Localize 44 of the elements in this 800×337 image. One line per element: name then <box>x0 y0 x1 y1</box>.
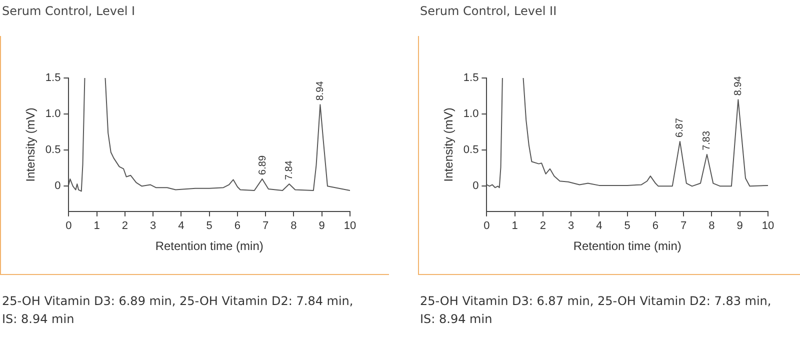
x-tick-label: 4 <box>178 220 184 232</box>
x-tick-label: 8 <box>290 220 297 232</box>
y-tick-label: 0.5 <box>463 144 479 156</box>
y-tick-label: 0.5 <box>45 144 61 156</box>
y-tick-label: 0 <box>472 180 479 192</box>
x-tick-label: 2 <box>122 220 128 232</box>
chart-title: Serum Control, Level I <box>2 4 136 18</box>
annotation: 7.84 <box>284 160 295 180</box>
annotation: 6.87 <box>674 118 686 138</box>
x-tick-label: 10 <box>762 220 774 232</box>
x-tick-label: 10 <box>344 220 356 232</box>
x-tick-label: 5 <box>624 220 630 232</box>
x-tick-label: 0 <box>66 220 72 232</box>
annotation: 7.83 <box>702 130 713 150</box>
x-tick-label: 7 <box>680 220 687 232</box>
x-tick-label: 0 <box>484 220 490 232</box>
x-tick-label: 1 <box>512 220 518 232</box>
x-tick-label: 1 <box>94 220 100 232</box>
y-tick-label: 1.5 <box>463 72 479 84</box>
x-tick-label: 2 <box>540 220 546 232</box>
y-tick-label: 1.0 <box>45 108 61 120</box>
x-tick-label: 9 <box>318 220 325 232</box>
x-tick-label: 9 <box>736 220 743 232</box>
text: 25-OH Vitamin D3: 6.87 min, 25-OH Vitamin D2: 7.83 min, IS: 8.94 min <box>420 293 772 328</box>
x-axis-title: Retention time (min) <box>155 239 264 254</box>
annotation: 6.89 <box>257 155 268 175</box>
y-tick-label: 1.5 <box>45 72 61 84</box>
x-tick-label: 6 <box>652 220 659 232</box>
x-tick-label: 8 <box>708 220 715 232</box>
x-tick-label: 6 <box>234 220 241 232</box>
y-axis-title: Intensity (mV) <box>24 108 38 182</box>
x-tick-label: 3 <box>150 220 156 232</box>
x-axis-title: Retention time (min) <box>573 239 682 254</box>
annotation: 8.94 <box>314 80 326 101</box>
y-tick-label: 0 <box>54 180 61 192</box>
y-axis-title: Intensity (mV) <box>442 108 456 182</box>
annotation: 8.94 <box>732 76 744 96</box>
x-tick-label: 7 <box>262 220 269 232</box>
chart-title: Serum Control, Level II <box>420 4 557 18</box>
x-tick-label: 5 <box>206 220 212 232</box>
x-tick-label: 3 <box>568 220 574 232</box>
y-tick-label: 1.0 <box>463 108 479 120</box>
x-tick-label: 4 <box>596 220 602 232</box>
text: 25-OH Vitamin D3: 6.89 min, 25-OH Vitamin D2: 7.84 min, IS: 8.94 min <box>2 293 354 328</box>
